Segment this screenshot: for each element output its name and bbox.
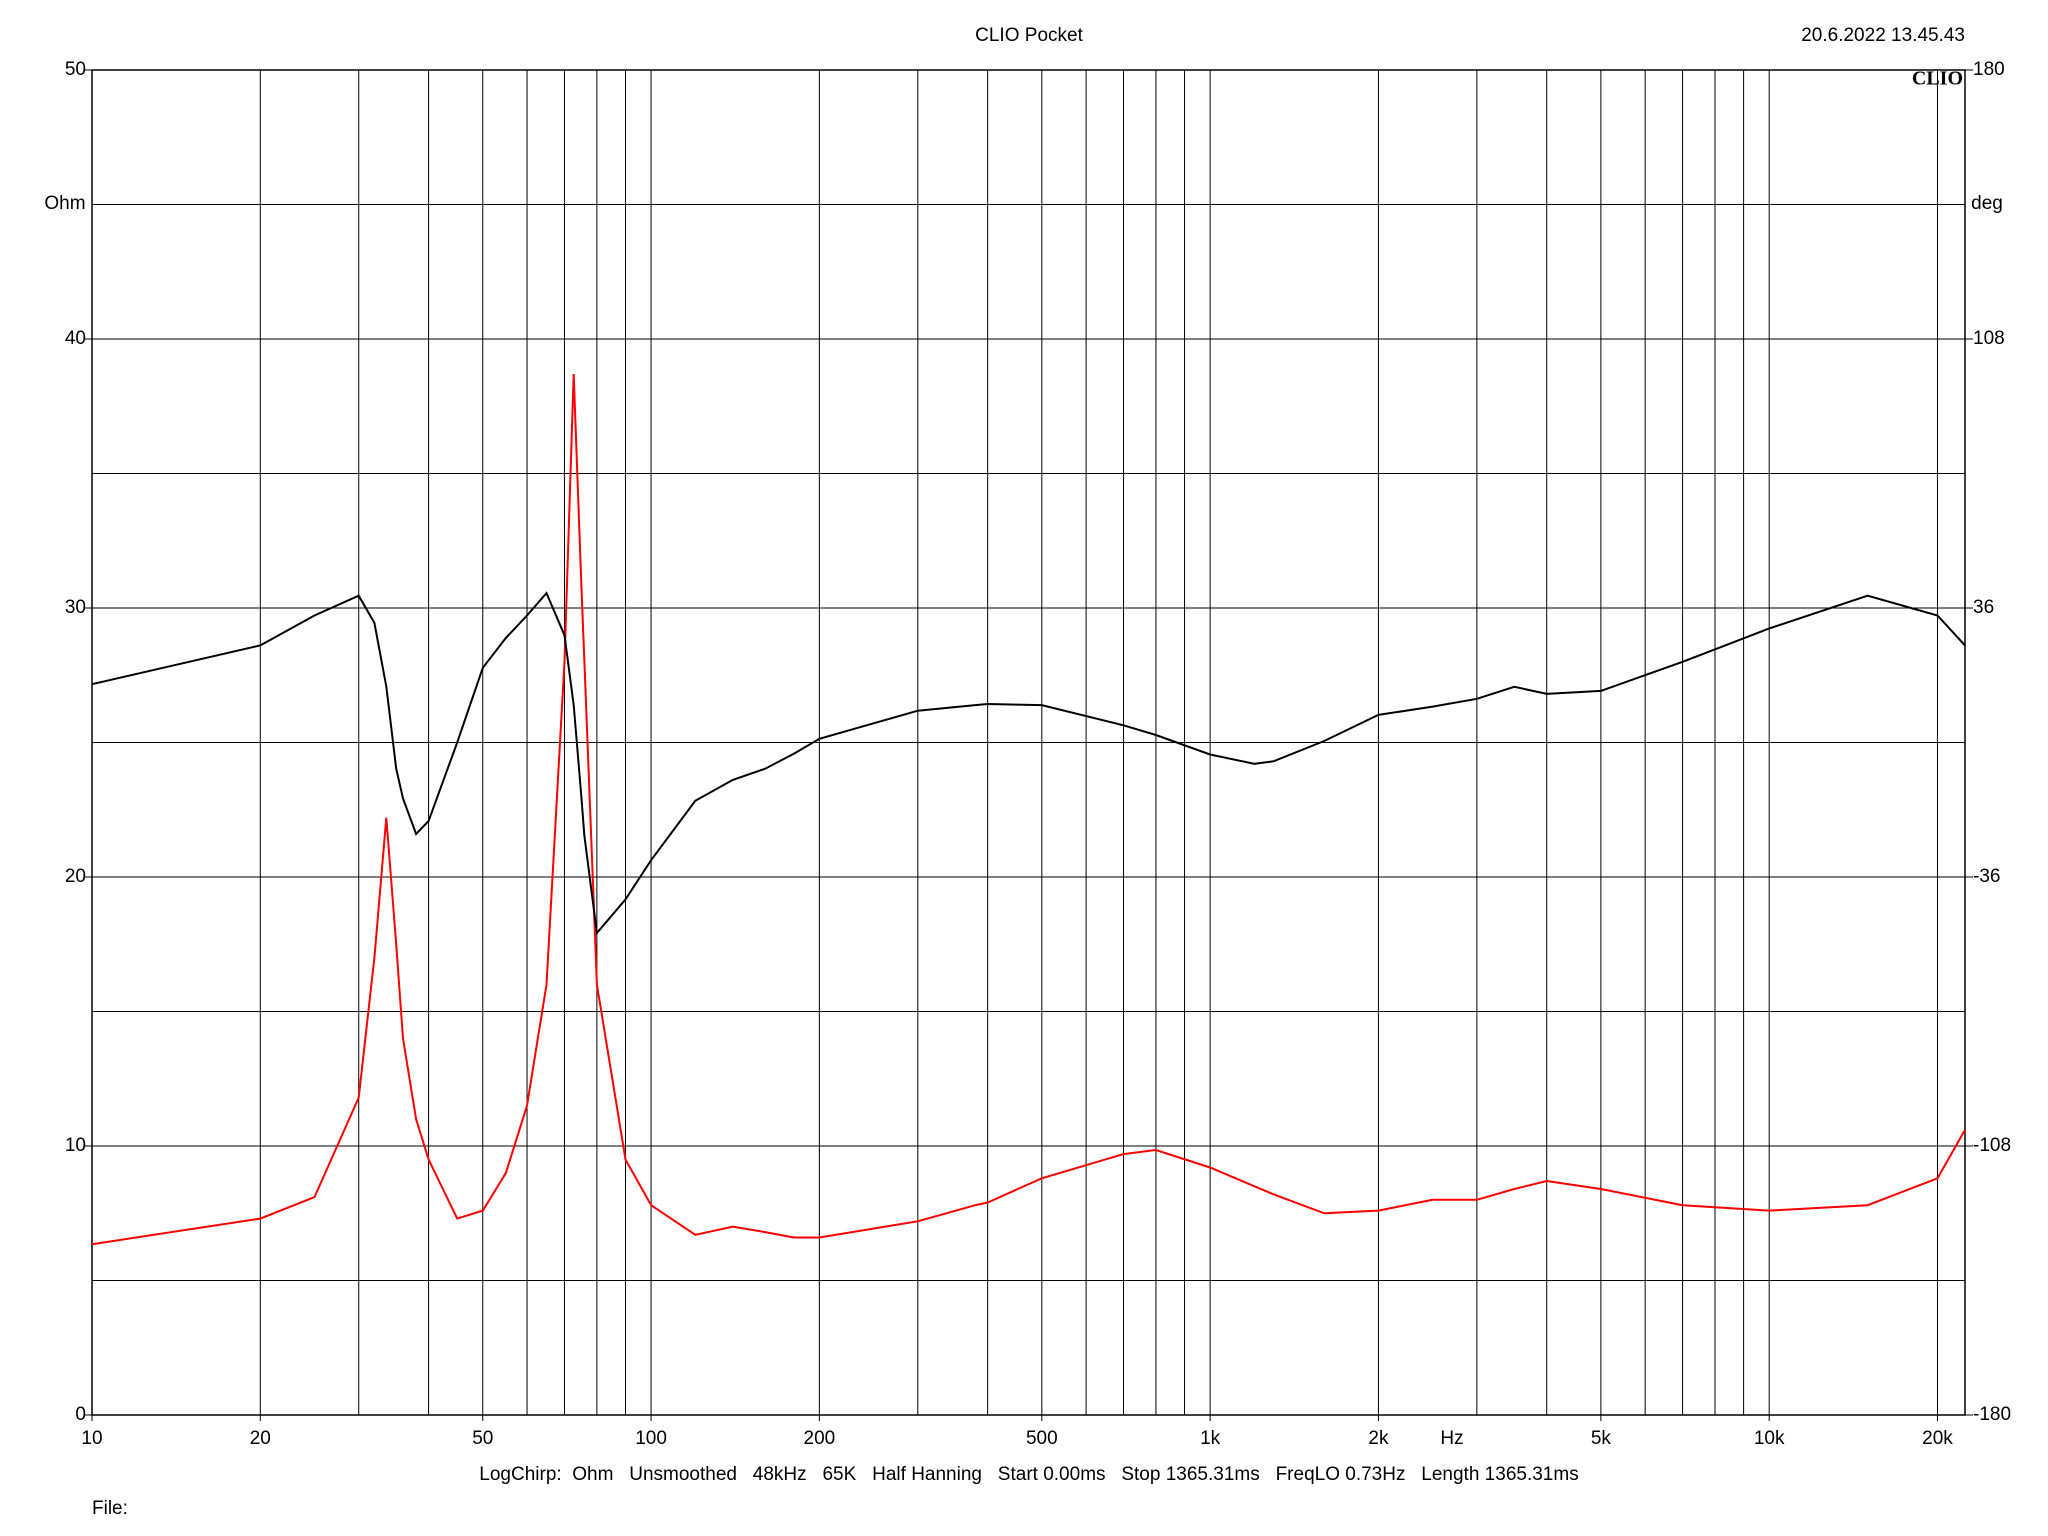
x-axis-label: Hz	[1440, 1428, 1463, 1449]
x-tick-label: 1k	[1200, 1428, 1221, 1449]
y2-tick-label: 36	[1973, 597, 1994, 618]
file-label: File:	[92, 1498, 128, 1519]
x-tick-label: 5k	[1591, 1428, 1612, 1449]
plot-frame	[91, 69, 1966, 1416]
y2-tick-label: -108	[1973, 1135, 2011, 1156]
y-tick-label: 20	[65, 866, 86, 887]
x-tick-label: 50	[472, 1428, 493, 1449]
x-tick-label: 100	[635, 1428, 667, 1449]
y-tick-label: 30	[65, 597, 86, 618]
y2-tick-label: -36	[1973, 866, 2000, 887]
y-tick-label: 10	[65, 1135, 86, 1156]
y-tick-label: 50	[65, 59, 86, 80]
y-tick-label: 40	[65, 328, 86, 349]
chart-title: CLIO Pocket	[975, 25, 1083, 46]
y-axis-label: Ohm	[44, 193, 85, 214]
series-line	[91, 373, 1966, 1246]
x-tick-label: 10	[81, 1428, 102, 1449]
footer: LogChirp: Ohm Unsmoothed 48kHz 65K Half …	[479, 1464, 1578, 1485]
x-tick-label: 20k	[1922, 1428, 1953, 1449]
x-tick-label: 500	[1026, 1428, 1058, 1449]
y2-tick-label: 180	[1973, 59, 2005, 80]
timestamp: 20.6.2022 13.45.43	[1801, 25, 1965, 46]
y-tick-label: 0	[75, 1404, 86, 1425]
y2-axis-label: deg	[1971, 193, 2003, 214]
series-line	[91, 591, 1966, 936]
x-tick-label: 2k	[1368, 1428, 1389, 1449]
x-tick-label: 20	[250, 1428, 271, 1449]
x-tick-label: 200	[804, 1428, 836, 1449]
y2-tick-label: 108	[1973, 328, 2005, 349]
y2-tick-label: -180	[1973, 1404, 2011, 1425]
x-tick-label: 10k	[1754, 1428, 1785, 1449]
